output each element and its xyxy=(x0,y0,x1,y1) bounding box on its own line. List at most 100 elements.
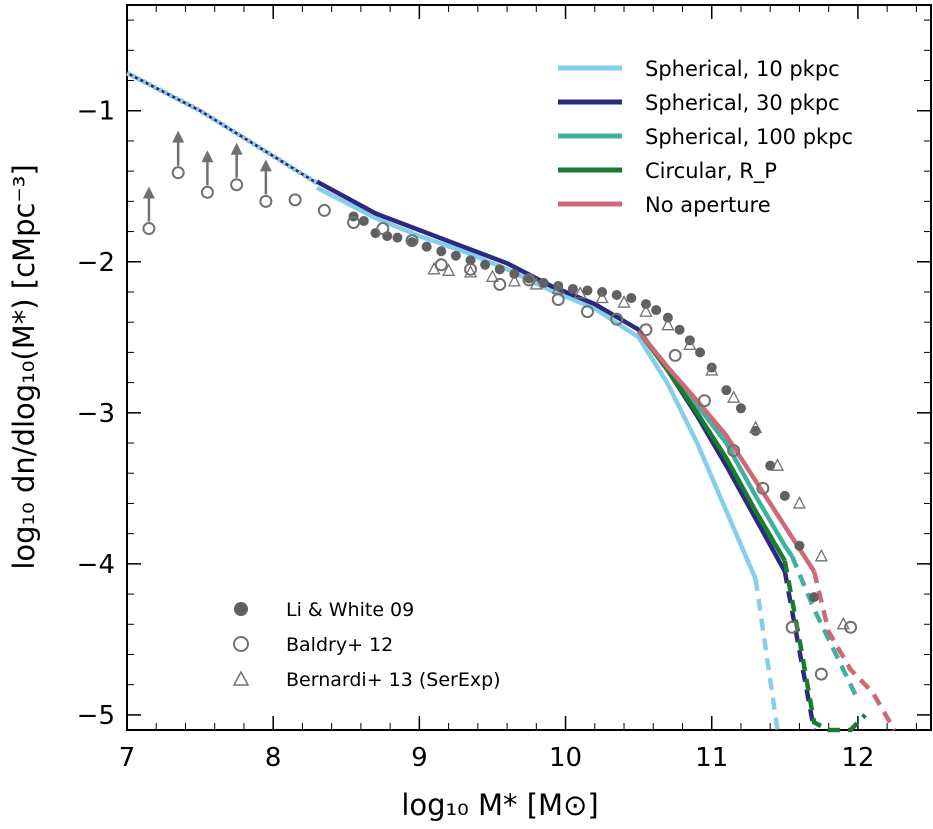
lower-limit-arrow-head xyxy=(142,186,155,199)
x-axis-title: log₁₀ M* [M⊙] xyxy=(401,788,598,822)
baldry-12-point xyxy=(259,194,273,208)
baldry-12-point xyxy=(200,185,214,199)
baldry-12-point xyxy=(814,667,828,681)
legend-label: Spherical, 10 pkpc xyxy=(645,57,840,81)
x-tick-label: 9 xyxy=(411,743,428,773)
li-white-09-point xyxy=(662,312,673,323)
x-tick-label: 7 xyxy=(119,743,136,773)
bernardi-13-point xyxy=(770,458,785,471)
baldry-12-point xyxy=(376,222,390,236)
li-white-09-point xyxy=(421,241,432,252)
y-tick-label: −2 xyxy=(77,248,115,278)
bernardi-13-point xyxy=(792,496,807,509)
bernardi-13-point xyxy=(814,548,828,562)
legend-label: No aperture xyxy=(645,193,771,217)
bernardi-13-point xyxy=(639,304,653,317)
series-dashed-extension xyxy=(811,570,897,732)
y-tick-label: −3 xyxy=(77,399,115,429)
li-white-09-point xyxy=(450,250,461,261)
baldry-12-point xyxy=(405,234,419,248)
li-white-09-point xyxy=(695,347,706,358)
legend-label: Spherical, 100 pkpc xyxy=(645,125,853,149)
li-white-09-point xyxy=(494,264,505,275)
baldry-12-point xyxy=(493,277,507,291)
li-white-09-point xyxy=(480,259,491,270)
baldry-12-point xyxy=(727,444,741,458)
li-white-09-point xyxy=(750,425,761,436)
bernardi-13-point xyxy=(595,290,609,304)
bernardi-13-point xyxy=(463,264,478,278)
baldry-12-point xyxy=(464,262,478,276)
series-line xyxy=(315,179,787,573)
li-white-09-point xyxy=(721,385,732,396)
legend-label: Spherical, 30 pkpc xyxy=(645,91,840,115)
bernardi-13-point xyxy=(683,337,697,350)
series-dashed-extension xyxy=(753,578,780,731)
lower-limit-arrow-head xyxy=(201,150,214,163)
x-tick-label: 11 xyxy=(695,743,728,773)
li-white-09-point xyxy=(651,305,662,316)
series-dashed-extension xyxy=(782,560,867,733)
baldry-12-point xyxy=(230,178,244,192)
series-line xyxy=(315,185,758,580)
baldry-12-point xyxy=(697,394,711,408)
baldry-12-point xyxy=(756,481,770,495)
bernardi-13-point xyxy=(507,274,521,287)
y-tick-label: −5 xyxy=(77,701,115,731)
bernardi-13-point xyxy=(427,261,441,275)
bernardi-13-point xyxy=(661,317,675,331)
li-white-09-point xyxy=(640,299,651,310)
obs-legend-marker xyxy=(232,670,250,686)
series-line xyxy=(636,329,816,573)
low-mass-extrapolation-dark xyxy=(126,71,318,185)
li-white-09-point xyxy=(809,592,820,603)
lower-limit-arrow-head xyxy=(230,142,243,155)
bernardi-13-point xyxy=(529,277,543,290)
bernardi-13-point xyxy=(442,263,456,276)
li-white-09-point xyxy=(358,215,369,226)
observations-layer xyxy=(142,130,858,681)
baldry-12-point xyxy=(434,258,448,272)
plot-frame xyxy=(126,4,932,731)
bernardi-13-point xyxy=(485,269,500,283)
li-white-09-point xyxy=(626,293,637,304)
li-white-09-point xyxy=(735,403,746,414)
obs-legend-label: Bernardi+ 13 (SerExp) xyxy=(286,669,501,691)
y-tick-label: −4 xyxy=(77,550,115,580)
obs-legend-marker xyxy=(233,636,249,652)
x-tick-label: 10 xyxy=(549,743,582,773)
legend: Spherical, 10 pkpc Spherical, 30 pkpc Sphe… xyxy=(558,57,853,217)
lower-limit-arrow-head xyxy=(259,159,272,172)
li-white-09-point xyxy=(436,246,447,257)
y-axis-title: log₁₀ dn/dlog₁₀(M*) [cMpc⁻³] xyxy=(7,164,41,569)
bernardi-13-point xyxy=(749,420,763,434)
bernardi-13-point xyxy=(551,281,565,295)
li-white-09-point xyxy=(684,335,695,346)
obs-legend-marker xyxy=(234,602,248,616)
baldry-12-point xyxy=(639,323,653,337)
x-tick-label: 12 xyxy=(841,743,874,773)
y-tick-label: −1 xyxy=(77,97,115,127)
li-white-09-point xyxy=(392,232,403,243)
baldry-12-point xyxy=(522,273,536,287)
bernardi-13-point xyxy=(573,286,587,299)
li-white-09-point xyxy=(538,277,549,288)
li-white-09-point xyxy=(582,285,593,296)
bernardi-13-point xyxy=(617,295,631,308)
baldry-12-point xyxy=(844,620,858,634)
series-layer xyxy=(125,70,897,733)
baldry-12-point xyxy=(610,312,624,326)
baldry-12-point xyxy=(288,193,302,207)
baldry-12-point xyxy=(347,216,361,229)
li-white-09-point xyxy=(794,540,805,551)
baldry-12-point xyxy=(580,305,594,319)
axis-tick-labels: 7 8 9 10 11 12 −1 −2 −3 −4 −5 xyxy=(77,97,875,773)
bernardi-13-point xyxy=(705,363,719,376)
low-mass-extrapolation-light xyxy=(125,70,319,186)
bernardi-13-point xyxy=(727,390,741,403)
li-white-09-point xyxy=(779,490,790,501)
obs-legend-label: Baldry+ 12 xyxy=(286,634,393,656)
x-tick-label: 8 xyxy=(265,743,282,773)
li-white-09-point xyxy=(674,324,685,335)
